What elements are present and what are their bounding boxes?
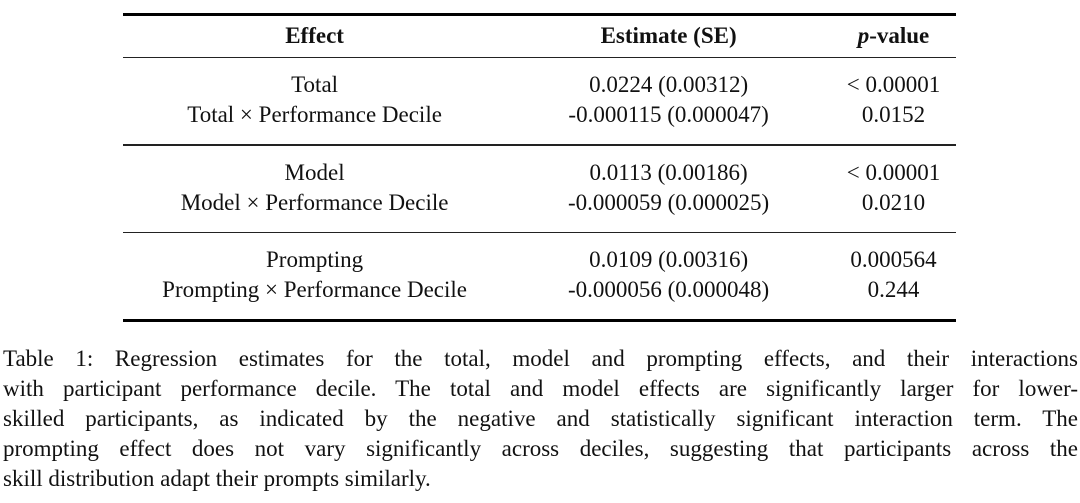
table-midrule-3 [123, 231, 956, 233]
caption-line: prompting effect does not vary significa… [3, 436, 1078, 461]
estimate-cell: 0.0109 (0.00316) [589, 247, 749, 272]
header-estimate-se: Estimate (SE) [600, 23, 737, 48]
caption-line: skilled participants, as indicated by th… [3, 406, 1078, 431]
table-row: Prompting 0.0109 (0.00316) 0.000564 [123, 245, 956, 275]
effect-cell: Prompting [266, 247, 364, 272]
effect-cell: Total × Performance Decile [187, 102, 442, 127]
table-row: Prompting × Performance Decile -0.000056… [123, 275, 956, 305]
table-group-model: Model 0.0113 (0.00186) < 0.00001 Model ×… [123, 146, 956, 232]
table-caption: Table 1: Regression estimates for the to… [3, 344, 1078, 494]
effect-cell: Model [284, 159, 345, 185]
table-row: Model × Performance Decile -0.000059 (0.… [123, 188, 956, 218]
table-header-row: Effect Estimate (SE) p-value [123, 16, 956, 57]
effect-cell: Prompting × Performance Decile [162, 277, 468, 302]
p-value-cell: < 0.00001 [846, 72, 941, 97]
estimate-cell: -0.000115 (0.000047) [568, 102, 769, 127]
estimate-cell: -0.000056 (0.000048) [567, 277, 770, 302]
header-p-italic: p [857, 23, 870, 48]
p-value-cell: 0.000564 [850, 247, 937, 272]
p-value-cell: < 0.00001 [846, 159, 941, 185]
caption-line: skill distribution adapt their prompts s… [3, 466, 431, 491]
estimate-cell: 0.0224 (0.00312) [589, 72, 749, 97]
p-value-cell: 0.0210 [861, 189, 926, 215]
estimate-cell: 0.0113 (0.00186) [589, 159, 748, 185]
table-midrule-1 [123, 56, 956, 58]
p-value-cell: 0.0152 [861, 102, 926, 127]
effect-cell: Total [291, 72, 339, 97]
header-effect: Effect [285, 23, 344, 48]
table-group-total: Total 0.0224 (0.00312) < 0.00001 Total ×… [123, 58, 956, 144]
table-row: Model 0.0113 (0.00186) < 0.00001 [123, 158, 956, 188]
estimate-cell: -0.000059 (0.000025) [567, 189, 770, 215]
table-row: Total × Performance Decile -0.000115 (0.… [123, 100, 956, 130]
header-p-value: p-value [831, 21, 956, 51]
caption-line: Table 1: Regression estimates for the to… [3, 346, 1078, 371]
p-value-cell: 0.244 [867, 277, 920, 302]
table-top-rule [123, 13, 956, 16]
effect-cell: Model × Performance Decile [180, 189, 449, 215]
table-midrule-2 [123, 144, 956, 146]
table-group-prompting: Prompting 0.0109 (0.00316) 0.000564 Prom… [123, 233, 956, 319]
table-bottom-rule [123, 319, 956, 322]
caption-line: with participant performance decile. The… [3, 376, 1078, 401]
table-row: Total 0.0224 (0.00312) < 0.00001 [123, 70, 956, 100]
regression-table: Effect Estimate (SE) p-value Total 0.022… [123, 13, 956, 322]
header-p-rest: -value [869, 23, 930, 48]
